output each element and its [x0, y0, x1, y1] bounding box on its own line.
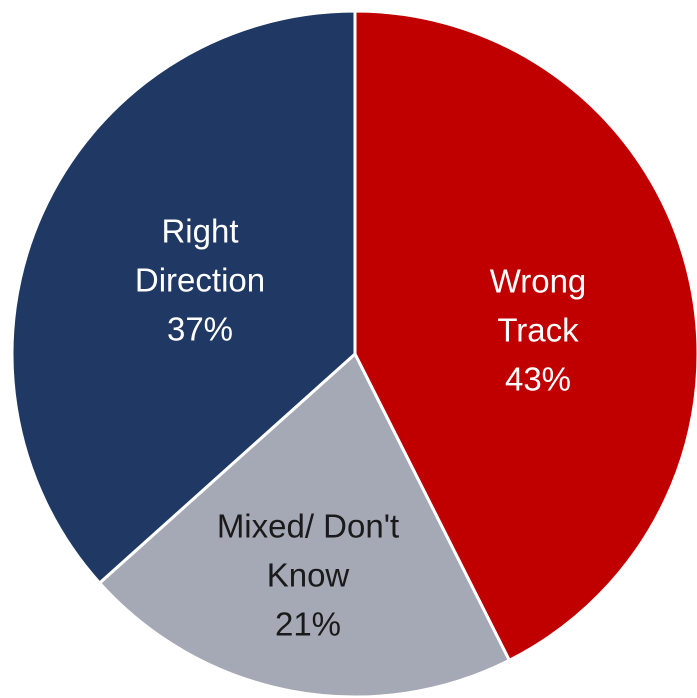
slice-label: Right Direction 37%: [115, 207, 285, 354]
pie-slice: [98, 352, 511, 698]
slice-label: Wrong Track 43%: [473, 257, 603, 404]
category-label: Wrong Track: [489, 262, 587, 349]
slice-label: Mixed/ Don't Know 21%: [208, 502, 408, 649]
value-label: 43%: [504, 360, 572, 398]
value-label: 21%: [274, 605, 342, 643]
value-label: 37%: [166, 310, 234, 348]
category-label: Right Direction: [134, 212, 266, 299]
pie-slice: [353, 9, 697, 662]
pie-slice: [10, 9, 357, 585]
category-label: Mixed/ Don't Know: [216, 507, 400, 594]
